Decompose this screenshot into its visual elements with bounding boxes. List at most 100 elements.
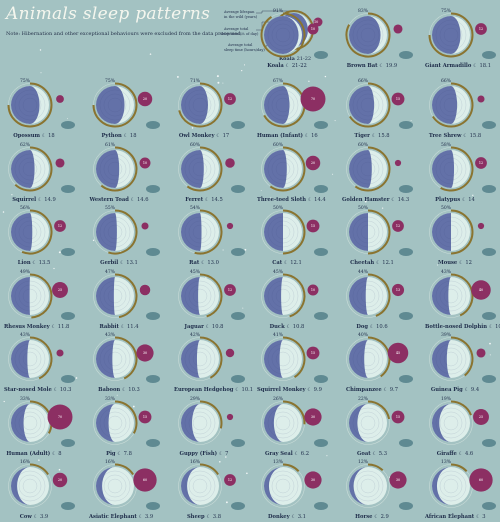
animal-label: Tree Shrew ☾ 15.8 <box>425 133 485 139</box>
lifespan-badge <box>224 93 236 105</box>
animal-cell: 45% 10 Duck ☾ 10.8 <box>257 268 337 330</box>
sleep-percent-arc <box>367 463 384 472</box>
lifespan-value: 15 <box>395 414 401 419</box>
lifespan-value: 30 <box>310 478 316 482</box>
sleep-percent-label: 50% <box>441 206 452 211</box>
texture-ring <box>439 284 463 307</box>
texture-ring <box>18 220 42 244</box>
texture-ring <box>443 351 459 367</box>
dog-icon <box>399 311 413 320</box>
legend-example-name: Koala <box>278 56 295 62</box>
lifespan-badge <box>138 410 152 423</box>
sleep-percent-arc <box>367 209 391 255</box>
texture-ring <box>275 224 291 240</box>
sleep-percent-label: 39% <box>441 333 452 338</box>
animal-label: Guinea Pig ☾ 9.4 <box>425 387 485 393</box>
animal-cell: 43% 30 Baboon ☾ 10.3 <box>89 331 169 393</box>
animal-radial <box>260 12 328 59</box>
sleep-percent-label: 29% <box>190 396 201 402</box>
lifespan-value: 12 <box>478 160 484 165</box>
texture-ring <box>271 23 295 47</box>
animal-radial <box>261 273 328 320</box>
sleep-hours: ☾ 6.2 <box>294 450 310 457</box>
sleep-area <box>11 276 30 315</box>
texture-ring <box>439 347 463 371</box>
sleep-area <box>349 86 375 124</box>
sleep-hours: ☾ 5.3 <box>372 450 388 457</box>
animal-cell: 83% Brown Bat ☾ 19.9 <box>342 7 422 69</box>
sleep-percent-label: 43% <box>20 333 31 338</box>
awake-disk <box>432 467 470 505</box>
animal-label: Cow ☾ 3.9 <box>4 514 64 520</box>
sleep-area <box>96 467 115 505</box>
animal-name: Platypus <box>435 196 462 203</box>
sleep-area <box>432 16 461 54</box>
lifespan-badge <box>224 474 236 486</box>
texture-ring <box>275 351 291 367</box>
sleep-hours: ☾ 10.1 <box>235 387 254 393</box>
sleep-percent-label: 33% <box>105 396 116 402</box>
sleep-percent-label: 67% <box>273 79 284 84</box>
lifespan-badge <box>307 23 319 35</box>
animal-label: Sheep ☾ 3.8 <box>174 514 234 520</box>
sleep-hours: ☾ 9.7 <box>383 387 399 393</box>
animal-radial <box>429 273 496 320</box>
texture-ring <box>267 89 299 121</box>
texture-ring <box>352 153 384 184</box>
sleep-percent-label: 45% <box>273 269 284 275</box>
texture-ring <box>435 343 467 375</box>
animal-cell: 16% 60 Asiatic Elephant ☾ 3.9 <box>89 458 169 520</box>
sleep-area <box>432 340 451 378</box>
rabbit-icon <box>146 311 160 320</box>
animal-radial <box>178 146 245 193</box>
sleep-percent-label: 33% <box>20 396 31 402</box>
sleep-percent-arc <box>282 400 306 424</box>
lifespan-value: 30 <box>395 478 401 482</box>
texture-ring <box>352 280 384 311</box>
animal-label: Goat ☾ 5.3 <box>342 451 402 457</box>
animal-radial <box>429 209 496 256</box>
animal-name: Sheep <box>186 514 207 520</box>
texture-ring <box>435 153 467 184</box>
animal-cell: 66% 15 Tiger ☾ 15.8 <box>342 77 422 139</box>
sleep-hours: ☾ 13.5 <box>32 260 51 266</box>
sleep-percent-arc <box>114 336 138 380</box>
lifespan-value: 10 <box>310 287 316 292</box>
lifespan-value: 70 <box>57 414 63 419</box>
baboon-icon <box>146 375 160 383</box>
animal-cell: 47% Rabbit ☾ 11.4 <box>89 268 169 330</box>
sleep-percent-label: 16% <box>190 460 201 465</box>
texture-ring <box>103 347 127 371</box>
animal-label: Cheetah ☾ 12.1 <box>342 260 402 266</box>
elephant-icon <box>482 502 496 510</box>
sleep-area <box>11 149 35 188</box>
sleep-percent-arc <box>282 209 306 255</box>
texture-ring <box>267 153 299 184</box>
ferret-icon <box>231 184 245 193</box>
sleep-percent-arc <box>450 336 474 377</box>
texture-ring <box>356 411 380 434</box>
sleep-percent-arc <box>29 463 49 476</box>
sleep-hours: ☾ 7 <box>218 450 229 457</box>
sleep-hours: ☾ 19.9 <box>379 63 398 69</box>
texture-ring <box>439 157 463 180</box>
texture-ring <box>22 97 38 113</box>
pig-icon <box>146 438 160 447</box>
animal-cell: 62% Squirrel ☾ 14.9 <box>4 141 84 203</box>
texture-ring <box>435 470 467 502</box>
texture-ring <box>275 97 291 113</box>
sleep-percent-arc <box>114 400 138 434</box>
texture-ring <box>188 411 212 434</box>
sleep-percent-arc <box>100 146 138 191</box>
sleep-percent-label: 12% <box>358 460 369 465</box>
animal-label: Human (Infant) ☾ 16 <box>257 133 318 139</box>
texture-ring <box>275 288 291 303</box>
sleep-area <box>96 86 125 124</box>
sleep-hours: ☾ 3.9 <box>33 514 49 520</box>
texture-ring <box>439 474 463 498</box>
awake-disk <box>96 467 134 505</box>
texture-ring <box>439 23 463 47</box>
lifespan-value: 25 <box>57 287 63 292</box>
animal-radial <box>346 400 413 447</box>
star-dot <box>149 53 152 55</box>
